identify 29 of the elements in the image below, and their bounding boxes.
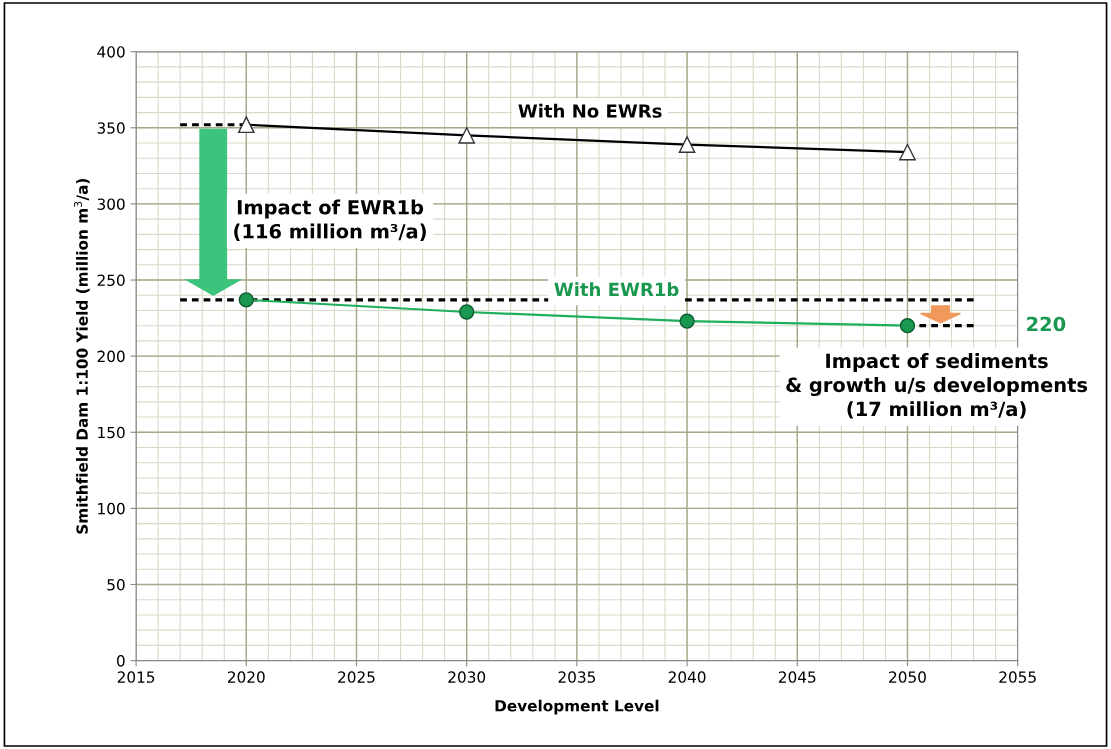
point bbox=[238, 292, 254, 308]
annotation: Impact of sediments & growth u/s developments (17 million m³/a) bbox=[786, 353, 1088, 419]
annotation: With No EWRs bbox=[518, 103, 662, 118]
x-axis-title: Development Level bbox=[495, 699, 659, 715]
y-tick-label: 250 bbox=[97, 274, 125, 287]
annotation: With EWR1b bbox=[554, 282, 679, 297]
y-tick-label: 50 bbox=[107, 578, 125, 591]
point bbox=[459, 304, 475, 320]
x-tick-label: 2050 bbox=[889, 671, 926, 683]
y-tick-label: 200 bbox=[97, 350, 125, 363]
text: 220 bbox=[1027, 316, 1066, 332]
x-tick-label: 2040 bbox=[668, 671, 706, 683]
point bbox=[899, 318, 916, 334]
y-tick-label: 350 bbox=[97, 122, 125, 134]
y-tick-label: 300 bbox=[97, 198, 125, 210]
x-tick-label: 2030 bbox=[448, 671, 486, 683]
x-tick-label: 2025 bbox=[338, 671, 375, 683]
x-tick-label: 2015 bbox=[117, 671, 155, 683]
x-tick-label: 2035 bbox=[558, 671, 595, 683]
annotation: Impact of EWR1b (116 million m³/a) bbox=[234, 199, 426, 241]
point bbox=[679, 313, 695, 329]
y-axis-title: Smithfield Dam 1:100 Yield (million m$^{3}$/a) bbox=[73, 178, 90, 534]
y-tick-label: 100 bbox=[98, 502, 125, 515]
x-tick-label: 2055 bbox=[999, 671, 1036, 683]
y-tick-label: 150 bbox=[98, 426, 125, 439]
y-tick-label: 0 bbox=[116, 655, 125, 667]
y-tick-label: 400 bbox=[97, 46, 125, 58]
x-tick-label: 2020 bbox=[227, 671, 265, 683]
x-tick-label: 2045 bbox=[778, 671, 816, 683]
